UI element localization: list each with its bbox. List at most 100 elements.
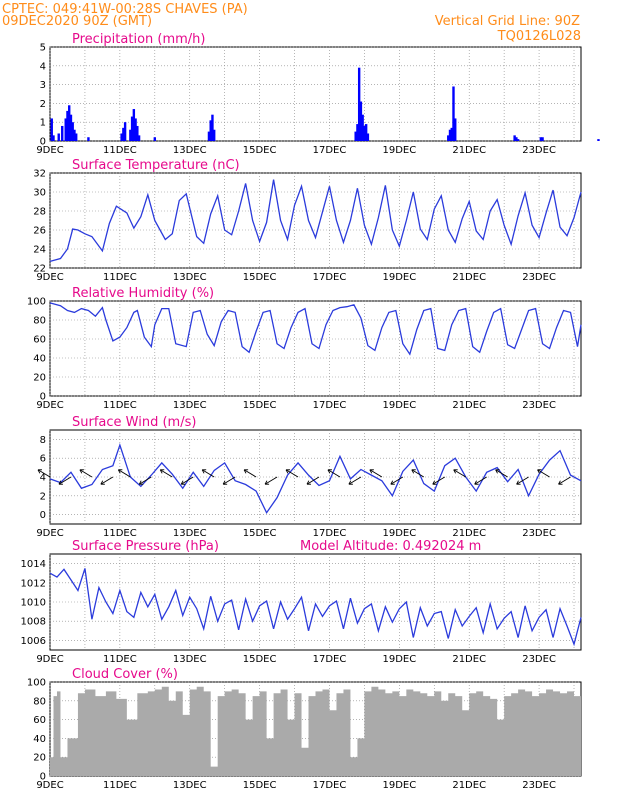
precip-xtick-label: 9DEC [36,145,63,156]
wind-ytick-label: 6 [40,454,46,465]
cloud-xtick-label: 19DEC [382,780,416,791]
precip-xtick-label: 19DEC [382,145,416,156]
wind-arrowhead [348,480,352,485]
temp-line [49,179,582,262]
temp-ytick-label: 32 [33,169,46,180]
header-gridline: Vertical Grid Line: 90Z [435,14,580,29]
rh-xtick-label: 13DEC [173,400,207,411]
wind-xtick-label: 23DEC [522,528,556,539]
rh-xtick-label: 17DEC [313,400,347,411]
wind-arrow [369,469,383,478]
precip-bar [211,114,214,141]
wind-arrow [243,469,257,478]
wind-xtick-label: 9DEC [36,528,63,539]
rh-ytick-label: 20 [33,373,46,384]
precip-bar [52,135,55,141]
wind-arrow [306,476,320,485]
cloud-ytick-label: 80 [33,696,46,707]
pres-xtick-label: 19DEC [382,654,416,665]
precip-bar [69,114,73,141]
rh-ytick-label: 80 [33,316,46,327]
wind-arrow [160,469,173,478]
precip-ytick-label: 4 [40,61,46,72]
precip-bar [68,105,71,141]
wind-arrow [432,476,445,485]
cloud-xtick-label: 9DEC [36,780,63,791]
wind-arrow [411,469,425,478]
precip-bar [137,135,141,141]
wind-ytick-label: 8 [40,435,46,446]
wind-arrow [495,469,508,478]
wind-arrow [348,476,362,485]
wind-xtick-label: 11DEC [103,528,137,539]
precip-frame [49,46,582,142]
wind-arrowhead [37,469,41,474]
precip-bar [356,124,359,141]
precip-ytick-label: 1 [40,118,46,129]
precip-bar [447,135,450,141]
pres-frame [49,553,582,651]
precip-bar [207,131,211,141]
wind-arrow [537,469,550,478]
temp-title: Surface Temperature (nC) [72,158,240,173]
precip-bar [366,133,370,141]
wind-arrow [37,469,51,478]
precip-bar [129,129,132,141]
precip-bar [209,120,212,141]
pres-ytick-label: 1008 [21,617,46,628]
wind-arrowhead [264,480,268,485]
cloud-xtick-label: 23DEC [522,780,556,791]
pres-xtick-label: 11DEC [103,654,137,665]
wind-arrow [285,469,299,478]
precip-title: Precipitation (mm/h) [72,32,205,47]
cloud-ytick-label: 20 [33,753,46,764]
cloud-xtick-label: 21DEC [452,780,486,791]
precip-bar [454,118,457,141]
wind-xtick-label: 13DEC [173,528,207,539]
wind-arrowhead [285,469,289,474]
wind-ytick-label: 2 [40,491,46,502]
wind-arrow [100,476,114,485]
precip-bar [73,129,76,141]
wind-arrow [474,476,487,485]
wind-arrowhead [495,469,498,474]
pres-xtick-label: 21DEC [452,654,486,665]
precip-bar [452,86,455,141]
wind-arrow [201,469,215,478]
pres-xtick-label: 23DEC [522,654,556,665]
precip-bar [71,122,74,141]
precip-bar [153,137,157,141]
pres-title: Surface Pressure (hPa) [72,539,219,554]
wind-ytick-label: 0 [40,510,46,521]
precip-bar [61,125,64,141]
wind-arrowhead [201,469,205,474]
wind-arrowhead [159,469,163,474]
cloud-ytick-label: 40 [33,734,46,745]
temp-xtick-label: 11DEC [103,272,137,283]
precip-bar [357,67,361,141]
wind-arrowhead [306,480,310,485]
precip-ytick-label: 5 [40,43,46,54]
wind-arrowhead [117,469,121,474]
temp-xtick-label: 17DEC [313,272,347,283]
wind-arrowhead [138,480,142,485]
wind-arrow [264,476,278,485]
precip-bar [516,139,520,141]
wind-arrow [222,476,236,485]
pres-ytick-label: 1006 [21,636,46,647]
wind-title: Surface Wind (m/s) [72,415,196,430]
precip-bar [134,118,137,141]
wind-arrowhead [180,480,184,485]
rh-ytick-label: 40 [33,354,46,365]
precip-xtick-label: 17DEC [313,145,347,156]
header-date: 09DEC2020 90Z (GMT) [2,14,152,29]
wind-arrow [327,469,341,478]
cloud-xtick-label: 15DEC [243,780,277,791]
precip-bar [364,124,368,141]
temp-ytick-label: 24 [33,245,46,256]
precip-xtick-label: 13DEC [173,145,207,156]
rh-xtick-label: 23DEC [522,400,556,411]
wind-arrow [58,476,72,485]
precip-bar [132,109,136,141]
precip-ytick-label: 3 [40,80,46,91]
